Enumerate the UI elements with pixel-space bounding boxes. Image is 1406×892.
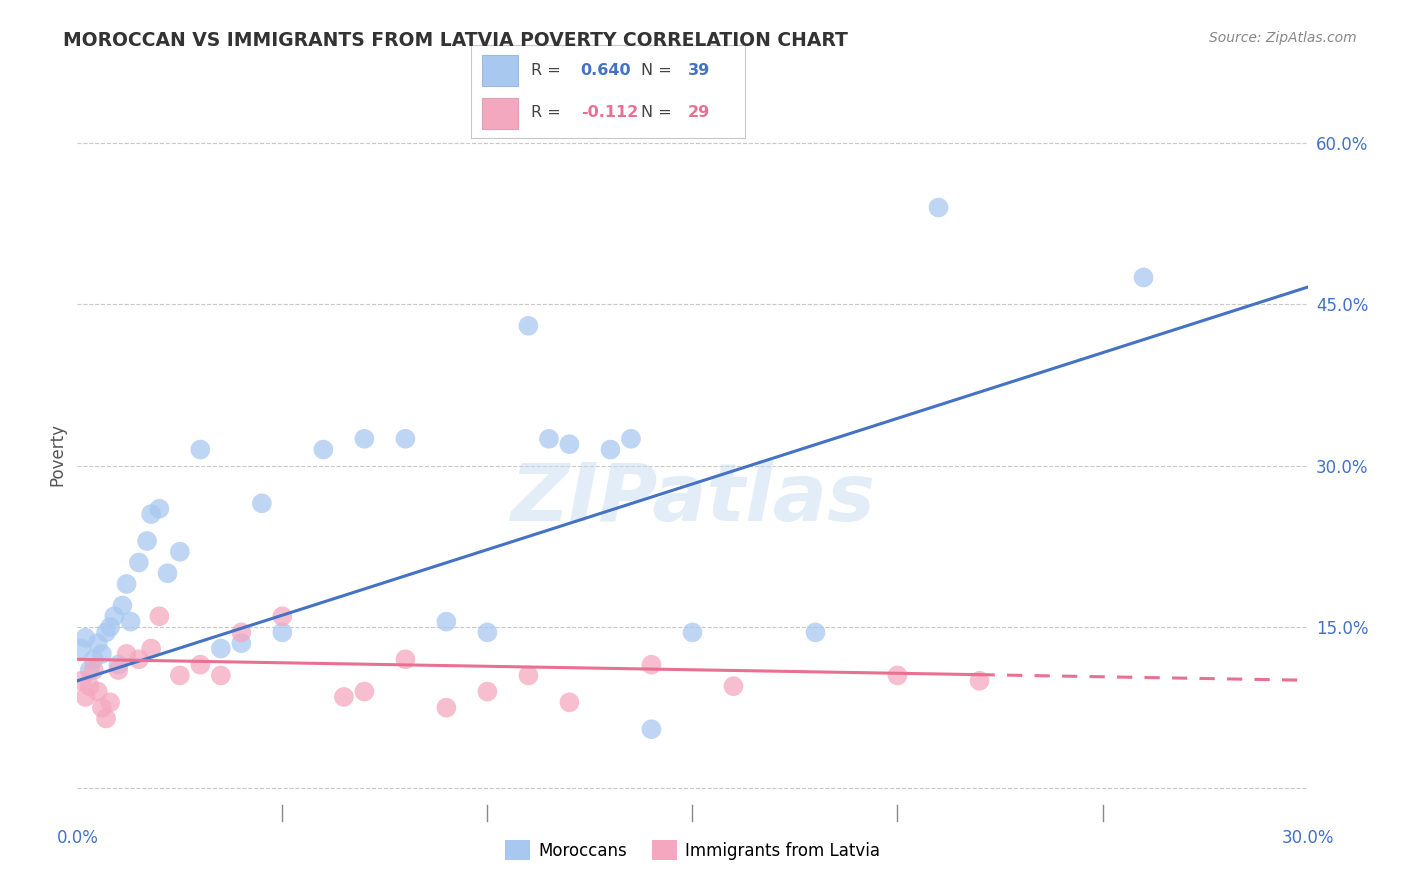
Point bbox=[83, 663, 105, 677]
Point bbox=[436, 700, 458, 714]
Point bbox=[620, 432, 643, 446]
Point bbox=[394, 432, 416, 446]
Point bbox=[75, 690, 97, 704]
Text: MOROCCAN VS IMMIGRANTS FROM LATVIA POVERTY CORRELATION CHART: MOROCCAN VS IMMIGRANTS FROM LATVIA POVER… bbox=[63, 31, 848, 50]
Point bbox=[79, 679, 101, 693]
Point bbox=[250, 496, 273, 510]
Point bbox=[886, 668, 908, 682]
Point bbox=[353, 684, 375, 698]
Point bbox=[70, 673, 93, 688]
Point bbox=[98, 620, 121, 634]
Point bbox=[312, 442, 335, 457]
Point bbox=[79, 663, 101, 677]
Point bbox=[103, 609, 125, 624]
Point bbox=[120, 615, 142, 629]
Point bbox=[640, 657, 662, 672]
Point bbox=[1132, 270, 1154, 285]
Point bbox=[70, 641, 93, 656]
Point bbox=[94, 625, 117, 640]
Point bbox=[231, 636, 253, 650]
Point bbox=[148, 609, 170, 624]
Text: R =: R = bbox=[531, 62, 567, 78]
Text: -0.112: -0.112 bbox=[581, 105, 638, 120]
Text: ZIPatlas: ZIPatlas bbox=[510, 459, 875, 538]
Point bbox=[141, 641, 163, 656]
Point bbox=[75, 631, 97, 645]
Point bbox=[148, 501, 170, 516]
Point bbox=[111, 599, 134, 613]
Legend: Moroccans, Immigrants from Latvia: Moroccans, Immigrants from Latvia bbox=[498, 833, 887, 867]
Point bbox=[169, 668, 191, 682]
Point bbox=[271, 609, 294, 624]
Point bbox=[90, 647, 114, 661]
Point bbox=[209, 668, 232, 682]
Text: N =: N = bbox=[641, 105, 676, 120]
Point bbox=[156, 566, 179, 581]
Point bbox=[128, 652, 150, 666]
Point bbox=[209, 641, 232, 656]
Point bbox=[477, 625, 499, 640]
Point bbox=[107, 663, 129, 677]
Point bbox=[136, 533, 159, 548]
Point bbox=[928, 201, 950, 215]
Text: 0.640: 0.640 bbox=[581, 62, 631, 78]
Point bbox=[723, 679, 745, 693]
Point bbox=[436, 615, 458, 629]
Text: R =: R = bbox=[531, 105, 567, 120]
Point bbox=[558, 695, 581, 709]
Point bbox=[87, 636, 110, 650]
Point bbox=[394, 652, 416, 666]
Point bbox=[517, 668, 540, 682]
Point bbox=[599, 442, 621, 457]
Point bbox=[804, 625, 827, 640]
Point bbox=[333, 690, 356, 704]
Point bbox=[271, 625, 294, 640]
Point bbox=[115, 647, 138, 661]
Point bbox=[83, 652, 105, 666]
Point bbox=[537, 432, 560, 446]
Point bbox=[188, 442, 212, 457]
Point bbox=[94, 711, 117, 725]
Y-axis label: Poverty: Poverty bbox=[48, 424, 66, 486]
Point bbox=[98, 695, 121, 709]
Point bbox=[87, 684, 110, 698]
Point bbox=[517, 318, 540, 333]
Point bbox=[231, 625, 253, 640]
Point bbox=[169, 545, 191, 559]
Point bbox=[115, 577, 138, 591]
Text: 39: 39 bbox=[688, 62, 710, 78]
Point bbox=[477, 684, 499, 698]
Point bbox=[188, 657, 212, 672]
Point bbox=[90, 700, 114, 714]
Point bbox=[141, 507, 163, 521]
Text: 29: 29 bbox=[688, 105, 710, 120]
Point bbox=[107, 657, 129, 672]
Text: Source: ZipAtlas.com: Source: ZipAtlas.com bbox=[1209, 31, 1357, 45]
Point bbox=[128, 556, 150, 570]
Point bbox=[969, 673, 991, 688]
Point bbox=[353, 432, 375, 446]
Point bbox=[682, 625, 704, 640]
FancyBboxPatch shape bbox=[482, 55, 517, 86]
Point bbox=[640, 723, 662, 737]
Point bbox=[558, 437, 581, 451]
FancyBboxPatch shape bbox=[482, 98, 517, 129]
Text: N =: N = bbox=[641, 62, 676, 78]
